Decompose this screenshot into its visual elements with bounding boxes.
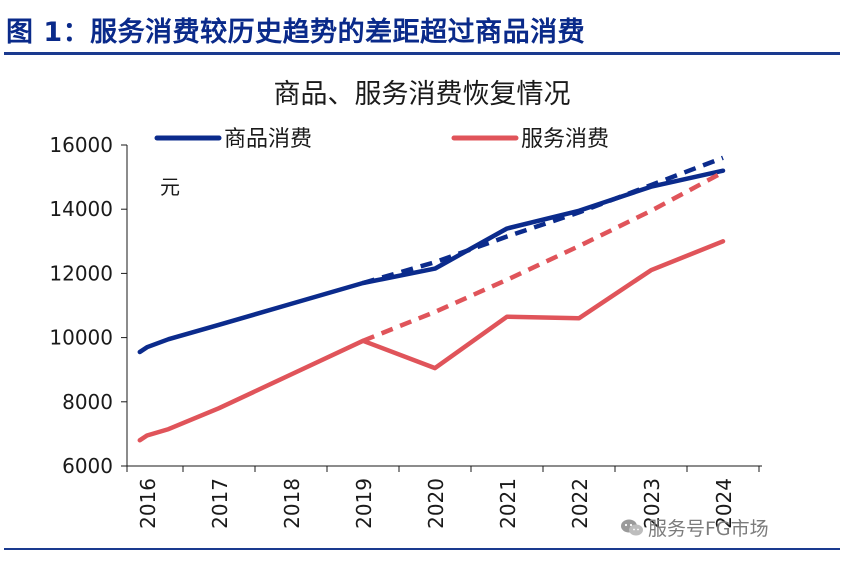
legend-label: 服务消费 [521, 127, 609, 152]
watermark: 服务号FG市场 [620, 514, 769, 541]
wechat-icon [620, 518, 644, 538]
x-tick-label: 2021 [496, 478, 520, 529]
y-tick-label: 6000 [62, 454, 113, 478]
figure-title: 图 1：服务消费较历史趋势的差距超过商品消费 [6, 17, 586, 48]
x-tick-label: 2017 [208, 478, 232, 529]
chart-title: 商品、服务消费恢复情况 [273, 79, 571, 110]
x-tick-label: 2020 [424, 478, 448, 529]
x-tick-label: 2024 [712, 478, 736, 529]
x-tick-label: 2018 [280, 478, 304, 529]
x-tick-label: 2023 [640, 478, 664, 529]
x-tick-label: 2019 [352, 478, 376, 529]
unit-label: 元 [160, 175, 180, 199]
x-tick-label: 2022 [568, 478, 592, 529]
legend-label: 商品消费 [224, 127, 312, 152]
x-tick-label: 2016 [136, 478, 160, 529]
title-rule [4, 52, 840, 55]
watermark-text: 服务号FG市场 [648, 518, 769, 540]
y-tick-label: 14000 [49, 197, 113, 221]
y-tick-label: 8000 [62, 390, 113, 414]
services-trend-line [362, 170, 725, 343]
y-tick-label: 12000 [49, 261, 113, 285]
y-tick-label: 10000 [49, 326, 113, 350]
goods-trend-line [362, 155, 724, 286]
bottom-rule [4, 548, 840, 550]
y-tick-label: 16000 [49, 133, 113, 157]
